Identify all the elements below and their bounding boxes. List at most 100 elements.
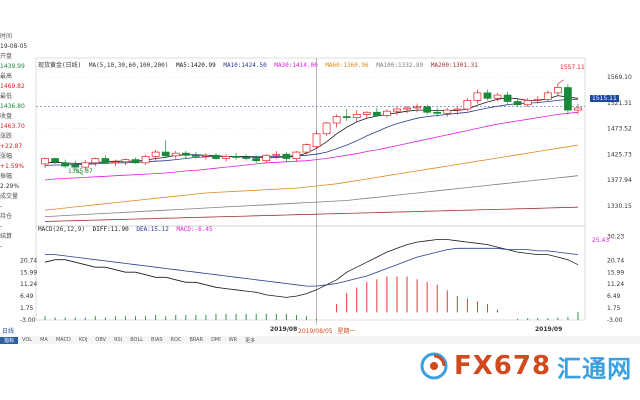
macd-axis-label-left: 15.99 xyxy=(20,269,37,276)
candle-down xyxy=(232,156,240,158)
cursor-weekday: 星期一 xyxy=(337,328,356,335)
indicator-tab[interactable]: 更多 xyxy=(245,337,256,344)
price-axis-label: 1569.10 xyxy=(607,74,632,81)
high-label: 最高 xyxy=(0,73,13,80)
quote-info-panel: 时间 19-08-05 开盘 1439.99 最高 1469.82 最低 143… xyxy=(0,32,34,332)
period-tab[interactable]: 日线 xyxy=(2,328,15,335)
indicator-tab[interactable]: BIAS xyxy=(151,337,163,343)
candle-up xyxy=(533,99,542,101)
change-label: 涨跌 xyxy=(0,133,13,140)
macd-axis-label: 20.74 xyxy=(607,257,624,264)
candle-up xyxy=(413,106,421,109)
macd-axis-label: 1.75 xyxy=(607,305,621,312)
indicator-tab[interactable]: DMI xyxy=(211,337,221,343)
time-axis-right: 2019/09 xyxy=(535,326,563,333)
amplitude-value: 2.29% xyxy=(0,183,20,190)
candle-down xyxy=(131,159,140,164)
candle-down xyxy=(564,87,572,111)
candle-up xyxy=(121,159,130,163)
candle-up xyxy=(292,151,301,159)
fx678-logo-icon xyxy=(420,352,448,380)
high-marker xyxy=(557,79,565,85)
close-label: 收盘 xyxy=(0,113,13,120)
ma10-value: MA10:1424.50 xyxy=(223,62,267,69)
diff-value: DIFF:11.90 xyxy=(92,226,129,233)
high-value: 1469.82 xyxy=(0,83,25,90)
ma30-value: MA30:1414.00 xyxy=(274,62,318,69)
candle-up xyxy=(403,107,411,110)
candle-up xyxy=(473,92,482,101)
price-axis-label: 1425.73 xyxy=(607,151,632,158)
candle-up xyxy=(151,151,160,157)
amplitude-label: 振幅 xyxy=(0,173,13,180)
indicator-tab[interactable]: OBV xyxy=(95,337,107,343)
volume-value: - xyxy=(0,203,3,210)
volume-label: 成交量 xyxy=(0,193,19,200)
macd-value: MACD:-6.45 xyxy=(176,226,213,233)
candle-up xyxy=(91,158,100,164)
open-value: 1439.99 xyxy=(0,63,25,70)
indicator-tab[interactable]: KDJ xyxy=(78,337,88,343)
indicator-tabs: 指标 VOL MA MACD KDJ OBV RSI BOLL BIAS ROC BRAR DMI WR… xyxy=(0,336,640,344)
change-value: +22.87 xyxy=(0,143,23,150)
candle-up xyxy=(111,161,120,164)
candle-up xyxy=(171,152,180,157)
macd-params: MACD(26,12,9) xyxy=(38,226,85,233)
indicator-tab[interactable]: WR xyxy=(228,337,238,343)
ma5-line xyxy=(44,95,579,164)
macd-axis-label-left: 11.24 xyxy=(20,281,37,288)
watermark-chinese: 汇通网 xyxy=(557,354,633,383)
candle-up xyxy=(302,144,311,153)
time-value: 19-08-05 xyxy=(0,43,28,50)
candle-up xyxy=(322,122,331,135)
indicator-tab[interactable]: VOL xyxy=(22,337,33,343)
indicator-tab[interactable]: BOLL xyxy=(130,337,144,343)
candle-down xyxy=(252,158,261,162)
pct-label: 涨幅 xyxy=(0,153,13,160)
kline-chart[interactable]: 1569.10 1521.31 1473.52 1425.73 1377.94 1330.… xyxy=(0,0,640,335)
low-value: 1436.80 xyxy=(0,103,25,110)
candle-up xyxy=(574,107,582,111)
indicator-tab[interactable]: ROC xyxy=(170,337,182,343)
macd-axis-label-left: 1.75 xyxy=(20,305,34,312)
indicator-tab[interactable]: BRAR xyxy=(189,337,204,343)
low-label: 最低 xyxy=(0,93,13,100)
candle-up xyxy=(393,108,401,112)
cursor-date: 2019/08/05 xyxy=(298,328,333,335)
candle-down xyxy=(282,153,291,159)
candle-down xyxy=(191,154,200,157)
candle-up xyxy=(312,133,321,148)
ma60-value: MA60:1360.96 xyxy=(325,62,369,69)
settle-value: - xyxy=(0,243,3,250)
macd-pane-frame xyxy=(35,225,586,321)
ma100-value: MA100:1332.89 xyxy=(376,62,424,69)
candle-down xyxy=(212,154,220,159)
macd-legend: MACD(26,12,9) DIFF:11.90 DEA:15.12 MACD:… xyxy=(38,226,217,233)
candle-up xyxy=(141,156,150,164)
macd-axis-label: 6.49 xyxy=(607,293,621,300)
candle-down xyxy=(181,152,190,156)
watermark: FX678 汇通网 xyxy=(420,348,632,384)
candle-down xyxy=(503,94,512,102)
ma-legend: 现货黄金(日线) MA(5,10,30,60,100,200) MA5:1420… xyxy=(38,60,482,69)
ma200-line xyxy=(44,206,579,222)
candle-up xyxy=(443,109,452,114)
candle-up xyxy=(523,100,532,106)
macd-axis-label-left: -3.00 xyxy=(20,317,36,324)
high-mark-label: 1557.11 xyxy=(560,64,585,71)
candle-up xyxy=(262,154,271,162)
candle-down xyxy=(161,151,170,157)
hold-value: - xyxy=(0,223,3,230)
indicator-tab[interactable]: MA xyxy=(40,337,48,343)
macd-axis-label: 11.24 xyxy=(607,281,624,288)
candle-up xyxy=(493,94,502,99)
indicator-tab[interactable]: 指标 xyxy=(0,336,19,344)
watermark-brand: FX678 xyxy=(454,351,552,381)
ma10-line xyxy=(44,99,578,166)
indicator-tab[interactable]: RSI xyxy=(114,337,123,343)
candle-down xyxy=(342,116,351,118)
indicator-tab[interactable]: MACD xyxy=(55,337,71,343)
candle-down xyxy=(71,164,80,168)
pct-value: +1.59% xyxy=(0,163,25,170)
